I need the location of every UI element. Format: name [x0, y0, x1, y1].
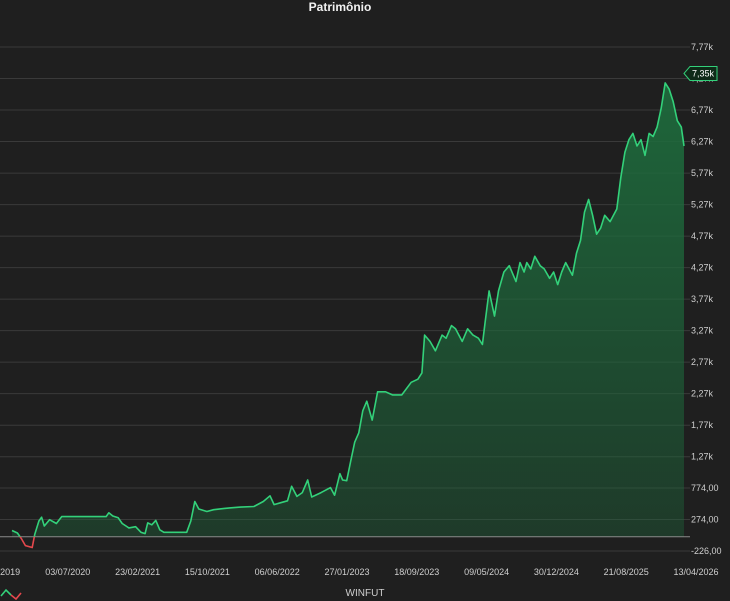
y-tick-label: 7,77k — [691, 42, 714, 52]
x-tick-label: 12/11/2019 — [0, 567, 20, 577]
y-tick-label: 5,27k — [691, 200, 714, 210]
y-tick-label: 774,00 — [691, 483, 719, 493]
y-tick-label: 274,00 — [691, 514, 719, 524]
legend[interactable]: WINFUT — [0, 586, 730, 601]
x-tick-label: 21/08/2025 — [604, 567, 649, 577]
last-value-badge — [683, 65, 718, 81]
x-tick-label: 27/01/2023 — [324, 567, 369, 577]
y-tick-label: 1,27k — [691, 452, 714, 462]
y-tick-label: 6,27k — [691, 137, 714, 147]
y-tick-label: -226,00 — [691, 546, 722, 556]
y-tick-label: 3,77k — [691, 294, 714, 304]
x-tick-label: 03/07/2020 — [45, 567, 90, 577]
legend-series-label: WINFUT — [345, 588, 385, 599]
x-tick-label: 13/04/2026 — [673, 567, 718, 577]
y-tick-label: 3,27k — [691, 326, 714, 336]
y-tick-label: 4,27k — [691, 263, 714, 273]
x-tick-label: 09/05/2024 — [464, 567, 509, 577]
equity-line-positive — [11, 82, 685, 537]
x-tick-label: 06/06/2022 — [255, 567, 300, 577]
last-value-label: 7,35k — [692, 68, 715, 78]
chart-title: Patrimônio — [308, 0, 372, 14]
legend-series-icon — [0, 588, 22, 600]
x-tick-label: 30/12/2024 — [534, 567, 579, 577]
y-tick-label: 5,77k — [691, 168, 714, 178]
chart-svg: 7,77k7,27k6,77k6,27k5,77k5,27k4,77k4,27k… — [0, 42, 722, 577]
x-tick-label: 15/10/2021 — [185, 567, 230, 577]
y-tick-label: 2,77k — [691, 357, 714, 367]
y-tick-label: 6,77k — [691, 105, 714, 115]
y-tick-label: 1,77k — [691, 420, 714, 430]
x-tick-label: 18/09/2023 — [394, 567, 439, 577]
equity-area-fill — [12, 82, 684, 537]
y-tick-label: 4,77k — [691, 231, 714, 241]
y-tick-label: 2,27k — [691, 389, 714, 399]
x-tick-label: 23/02/2021 — [115, 567, 160, 577]
